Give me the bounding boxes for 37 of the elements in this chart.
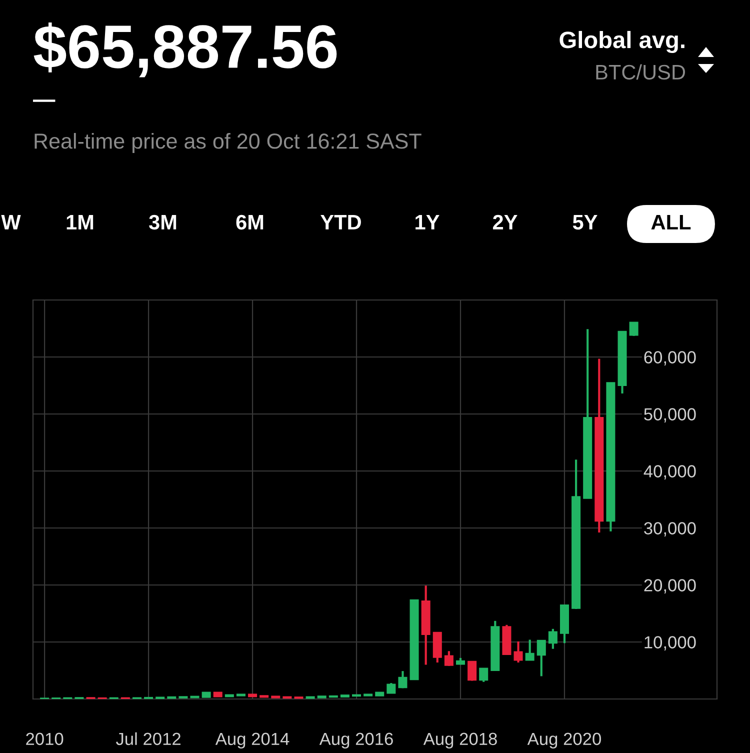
x-tick-label: Jul 2012 xyxy=(116,732,180,746)
x-tick-label: Aug 2018 xyxy=(423,732,497,749)
text: 2Y xyxy=(492,214,518,230)
y-tick-label: 10,000 xyxy=(644,636,696,651)
candlestick xyxy=(444,650,454,667)
text: YTD xyxy=(320,215,361,230)
candlestick xyxy=(398,670,408,690)
candlestick xyxy=(548,628,558,650)
text: Global avg. xyxy=(560,30,684,54)
y-tick-label: 30,000 xyxy=(644,522,696,537)
x-tick-label: Aug 2020 xyxy=(527,732,601,749)
text: W xyxy=(1,215,21,230)
candlestick xyxy=(432,631,442,664)
text: 1Y xyxy=(416,215,440,230)
candlestick xyxy=(536,639,546,678)
x-tick-label: Aug 2014 xyxy=(215,732,290,749)
candlestick xyxy=(514,640,523,664)
chart-subtitle: Real-time price as of 20 Oct 16:21 SAST xyxy=(34,132,422,154)
text: 6M xyxy=(236,214,264,230)
text: 3M xyxy=(149,214,176,230)
candlestick xyxy=(386,682,396,694)
y-tick-label: 60,000 xyxy=(644,351,696,366)
y-tick-label: 40,000 xyxy=(644,465,696,480)
text: 1M xyxy=(66,215,94,230)
candlestick xyxy=(525,638,534,661)
candlestick xyxy=(629,322,638,337)
x-tick-label: Aug 2016 xyxy=(319,732,393,749)
text: 5Y xyxy=(572,215,598,230)
y-tick-label: 50,000 xyxy=(644,408,696,423)
chart-title: $65,887.56 xyxy=(34,22,337,78)
text: BTC/USD xyxy=(596,64,686,80)
candlestick xyxy=(479,667,488,683)
text: — xyxy=(33,100,56,102)
y-tick-label: 20,000 xyxy=(644,579,696,594)
x-tick-label: 2010 xyxy=(26,732,64,746)
text: ALL xyxy=(651,215,691,230)
candlestick xyxy=(468,660,477,682)
